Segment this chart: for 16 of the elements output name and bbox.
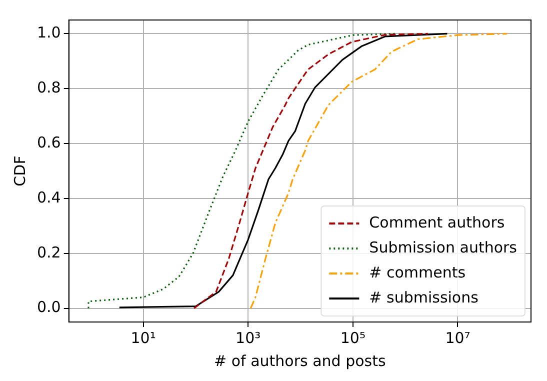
x-tick-label: 10¹ bbox=[130, 328, 156, 347]
legend-label: Comment authors bbox=[369, 213, 505, 232]
y-tick-label: 0.6 bbox=[36, 133, 61, 152]
y-tick-label: 0.8 bbox=[36, 78, 61, 97]
legend-label: # submissions bbox=[369, 288, 479, 306]
legend-label: Submission authors bbox=[369, 238, 518, 256]
y-axis-title: CDF bbox=[10, 156, 29, 186]
y-tick-label: 1.0 bbox=[36, 24, 61, 42]
y-tick-label: 0.4 bbox=[36, 188, 61, 206]
x-tick-label: 10³ bbox=[236, 328, 261, 347]
y-tick-label: 0.2 bbox=[36, 243, 61, 262]
y-tick-label: 0.0 bbox=[36, 298, 61, 316]
x-tick-label: 10⁷ bbox=[445, 328, 470, 347]
x-tick-label: 10⁵ bbox=[340, 328, 366, 347]
x-axis-title: # of authors and posts bbox=[214, 352, 386, 370]
legend-label: # comments bbox=[369, 263, 466, 282]
